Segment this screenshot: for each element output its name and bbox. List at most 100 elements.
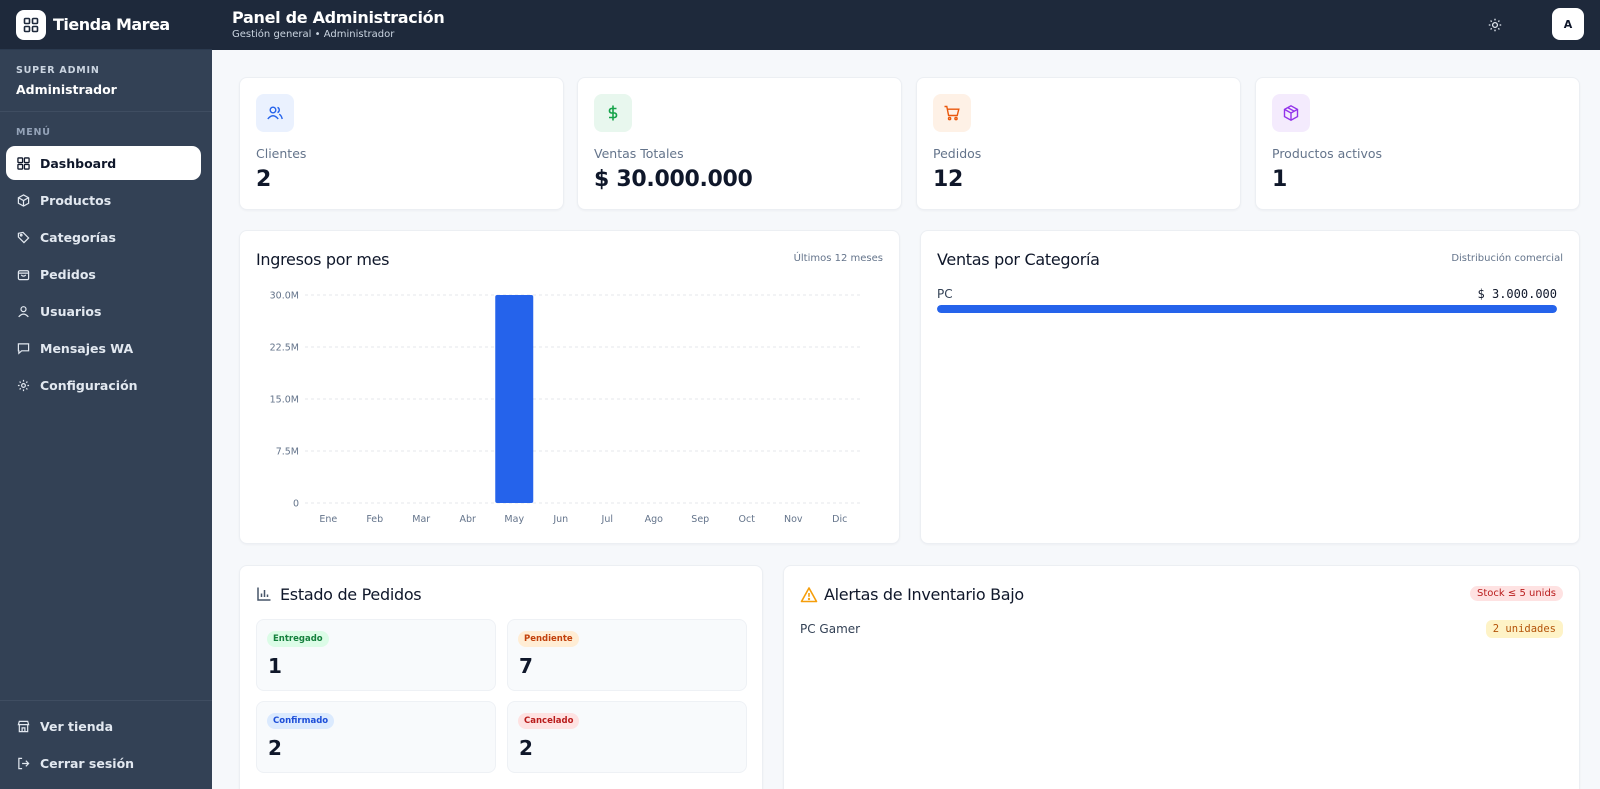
sidebar-item-dashboard[interactable]: Dashboard: [6, 146, 201, 180]
stat-value: 2: [256, 167, 272, 192]
x-tick-label: Dic: [832, 514, 847, 525]
user-role-block: SUPER ADMIN Administrador: [0, 50, 212, 112]
bar-chart-icon: [256, 586, 274, 604]
sidebar-item-label: Configuración: [40, 377, 138, 393]
stat-card-productos-activos: Productos activos 1: [1255, 77, 1580, 210]
gear-icon: [16, 378, 30, 392]
brand-logo-icon: [16, 9, 46, 40]
y-tick-label: 15.0M: [270, 395, 299, 406]
role-tag: SUPER ADMIN: [16, 65, 100, 76]
category-sales-title: Ventas por Categoría: [937, 250, 1100, 269]
theme-toggle-sun-icon[interactable]: [1486, 16, 1504, 34]
y-tick-label: 30.0M: [270, 291, 299, 302]
x-tick-label: May: [504, 514, 524, 525]
alert-product-quantity: 2 unidades: [1485, 620, 1563, 638]
box-icon: [16, 193, 30, 207]
category-sales-meta: Distribución comercial: [1451, 253, 1563, 264]
sidebar-item-label: Categorías: [40, 229, 116, 245]
status-box-pendiente[interactable]: Pendiente 7: [507, 619, 747, 691]
sidebar-menu: Dashboard Productos Categorías Pedidos U…: [0, 146, 212, 402]
bag-icon: [16, 267, 30, 281]
user-icon: [16, 304, 30, 318]
role-name: Administrador: [16, 82, 117, 97]
sidebar-item-label: Ver tienda: [40, 718, 114, 734]
sidebar-item-label: Pedidos: [40, 266, 96, 282]
order-status-card: Estado de Pedidos Entregado 1 Pendiente …: [239, 565, 763, 789]
stat-label: Productos activos: [1272, 146, 1383, 161]
alert-product-name: PC Gamer: [800, 622, 861, 636]
stat-value: $ 30.000.000: [594, 167, 753, 192]
sidebar-item-configuracion[interactable]: Configuración: [6, 368, 201, 402]
stat-label: Clientes: [256, 146, 307, 161]
stat-label: Pedidos: [933, 146, 982, 161]
menu-title: MENÚ: [16, 127, 51, 138]
chart-period: Últimos 12 meses: [793, 253, 883, 264]
brand[interactable]: Tienda Marea: [0, 0, 212, 50]
chart-title: Ingresos por mes: [256, 250, 390, 269]
stat-card-ventas-totales: Ventas Totales $ 30.000.000: [577, 77, 902, 210]
avatar[interactable]: A: [1552, 8, 1584, 40]
dashboard-icon: [16, 156, 30, 170]
category-label: PC: [937, 287, 953, 301]
inventory-alerts-title: Alertas de Inventario Bajo: [824, 585, 1024, 604]
x-tick-label: Jul: [601, 514, 613, 525]
sidebar-item-usuarios[interactable]: Usuarios: [6, 294, 201, 328]
brand-name: Tienda Marea: [53, 15, 170, 34]
cart-icon: [933, 94, 971, 132]
status-box-confirmado[interactable]: Confirmado 2: [256, 701, 496, 773]
dollar-icon: [594, 94, 632, 132]
page-subtitle: Gestión general • Administrador: [232, 29, 395, 40]
sidebar-item-productos[interactable]: Productos: [6, 183, 201, 217]
cube-icon: [1272, 94, 1310, 132]
y-tick-label: 22.5M: [270, 343, 299, 354]
tag-icon: [16, 230, 30, 244]
page-title: Panel de Administración: [232, 8, 445, 27]
x-tick-label: Nov: [784, 514, 803, 525]
status-count: 1: [268, 654, 282, 678]
sidebar-item-label: Cerrar sesión: [40, 755, 135, 771]
stat-label: Ventas Totales: [594, 146, 684, 161]
sidebar: Tienda Marea SUPER ADMIN Administrador M…: [0, 0, 212, 789]
message-icon: [16, 341, 30, 355]
x-tick-label: Ago: [645, 514, 664, 525]
x-tick-label: Ene: [319, 514, 337, 525]
order-status-title: Estado de Pedidos: [280, 585, 422, 604]
sidebar-item-label: Mensajes WA: [40, 340, 134, 356]
sidebar-item-cerrar-sesion[interactable]: Cerrar sesión: [6, 746, 206, 780]
inventory-alerts-card: Alertas de Inventario Bajo Stock ≤ 5 uni…: [783, 565, 1580, 789]
sidebar-item-pedidos[interactable]: Pedidos: [6, 257, 201, 291]
revenue-chart-card: Ingresos por mes Últimos 12 meses 0 7.5M 1…: [239, 230, 900, 544]
revenue-bar-chart: 0 7.5M 15.0M 22.5M 30.0M Ene Feb Mar Abr May Jun Ju…: [270, 291, 863, 525]
status-badge: Confirmado: [267, 713, 335, 729]
store-icon: [16, 719, 30, 733]
y-tick-label: 0: [293, 499, 299, 510]
bar-may: [495, 295, 534, 503]
status-box-cancelado[interactable]: Cancelado 2: [507, 701, 747, 773]
stat-card-pedidos: Pedidos 12: [916, 77, 1241, 210]
logout-icon: [16, 756, 30, 770]
status-count: 7: [519, 654, 533, 678]
status-count: 2: [519, 736, 533, 760]
sidebar-bottom: Ver tienda Cerrar sesión: [0, 700, 212, 789]
sidebar-item-label: Usuarios: [40, 303, 102, 319]
users-icon: [256, 94, 294, 132]
status-badge: Pendiente: [518, 631, 579, 647]
x-tick-label: Oct: [739, 514, 756, 525]
status-box-entregado[interactable]: Entregado 1: [256, 619, 496, 691]
x-tick-label: Abr: [460, 514, 477, 525]
status-badge: Entregado: [267, 631, 329, 647]
sidebar-item-categorias[interactable]: Categorías: [6, 220, 201, 254]
category-value: $ 3.000.000: [1477, 287, 1557, 301]
status-badge: Cancelado: [518, 713, 580, 729]
sidebar-item-ver-tienda[interactable]: Ver tienda: [6, 709, 206, 743]
sidebar-item-label: Dashboard: [40, 155, 117, 171]
sidebar-item-label: Productos: [40, 192, 112, 208]
stat-value: 12: [933, 167, 964, 192]
x-tick-label: Jun: [552, 514, 568, 525]
category-progress-fill: [937, 305, 1557, 313]
sidebar-item-mensajes-wa[interactable]: Mensajes WA: [6, 331, 201, 365]
stat-value: 1: [1272, 167, 1288, 192]
x-tick-label: Feb: [366, 514, 383, 525]
status-count: 2: [268, 736, 282, 760]
stock-threshold-badge: Stock ≤ 5 unids: [1470, 586, 1563, 601]
